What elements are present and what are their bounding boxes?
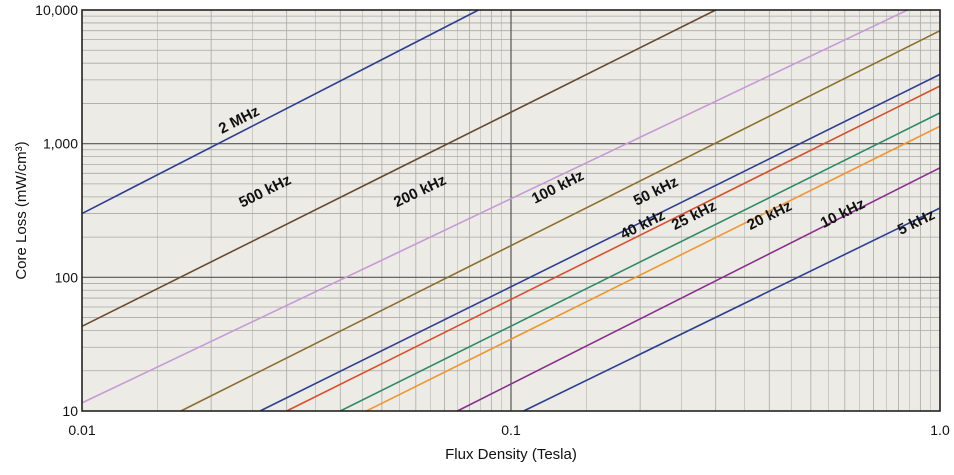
series-lines [81, 9, 941, 412]
series-line-200-khz [81, 9, 908, 404]
plot-frame [81, 9, 941, 412]
series-line-2-mhz [81, 9, 479, 215]
y-tick-label: 10 [62, 403, 78, 419]
series-line-500-khz [81, 9, 717, 328]
y-tick-labels: 10 100 1,000 10,000 [35, 2, 78, 419]
x-tick-label: 1.0 [930, 422, 950, 438]
y-tick-label: 100 [55, 269, 79, 285]
series-line-100-khz [180, 29, 941, 412]
series-line-40-khz [286, 85, 941, 412]
series-line-10-khz [457, 167, 941, 412]
x-tick-label: 0.1 [501, 422, 521, 438]
series-line-20-khz [365, 125, 941, 412]
series-line-50-khz [259, 73, 941, 412]
series-line-25-khz [339, 112, 941, 412]
x-axis-title: Flux Density (Tesla) [445, 446, 577, 463]
x-tick-labels: 0.01 0.1 1.0 [68, 422, 950, 438]
y-tick-label: 10,000 [35, 2, 78, 18]
x-tick-label: 0.01 [68, 422, 95, 438]
y-tick-label: 1,000 [43, 136, 78, 152]
y-axis-title: Core Loss (mW/cm³) [13, 141, 30, 279]
series-line-5-khz [523, 207, 941, 412]
